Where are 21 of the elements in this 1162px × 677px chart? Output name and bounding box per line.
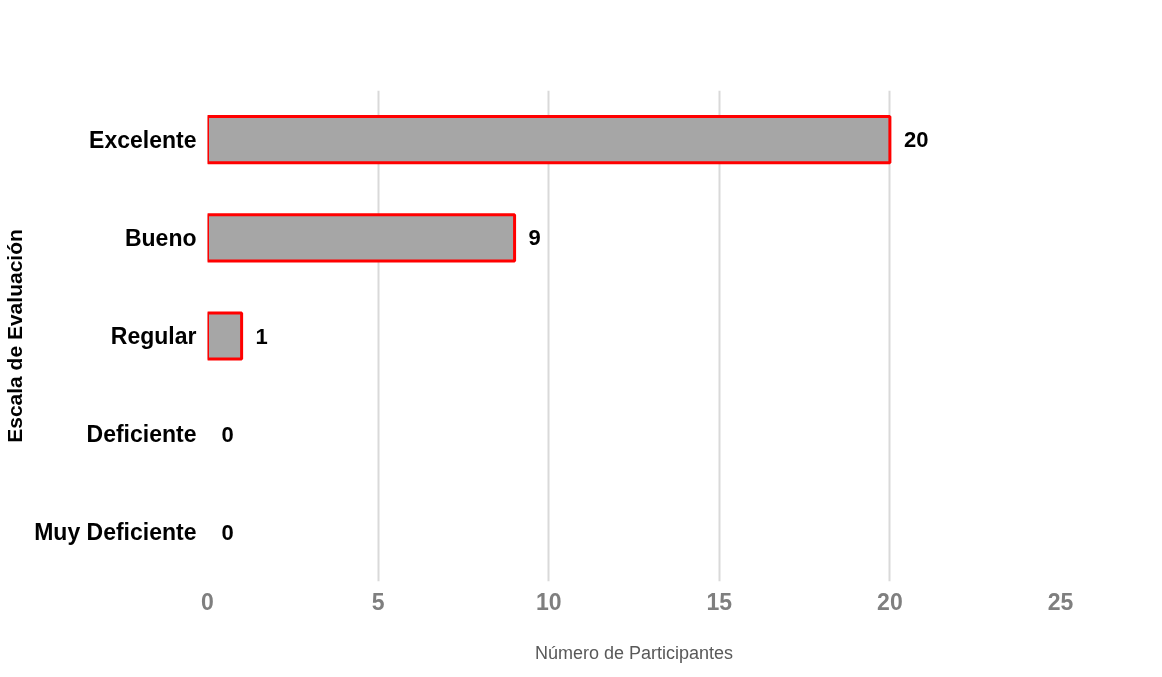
bar — [207, 115, 892, 165]
x-tick-label: 10 — [535, 588, 562, 615]
x-tick-label: 0 — [201, 588, 214, 615]
data-label: 20 — [903, 127, 929, 153]
data-label: 0 — [221, 421, 234, 447]
y-axis-title: Escala de Evaluación — [3, 229, 27, 443]
x-axis-title: Número de Participantes — [534, 642, 734, 663]
y-tick-label: Muy Deficiente — [34, 519, 197, 546]
y-tick-label: Deficiente — [86, 421, 197, 448]
x-tick-label: 5 — [371, 588, 385, 615]
bar — [207, 213, 517, 263]
data-label: 9 — [528, 225, 541, 251]
data-label: 1 — [255, 323, 268, 349]
x-tick-label: 20 — [877, 588, 903, 615]
y-tick-label: Regular — [110, 323, 197, 349]
bar — [207, 311, 244, 361]
x-tick-label: 15 — [706, 588, 733, 615]
x-tick-label: 25 — [1047, 588, 1074, 615]
y-tick-label: Excelente — [89, 126, 197, 153]
data-label: 0 — [221, 519, 234, 545]
y-tick-label: Bueno — [124, 224, 197, 251]
